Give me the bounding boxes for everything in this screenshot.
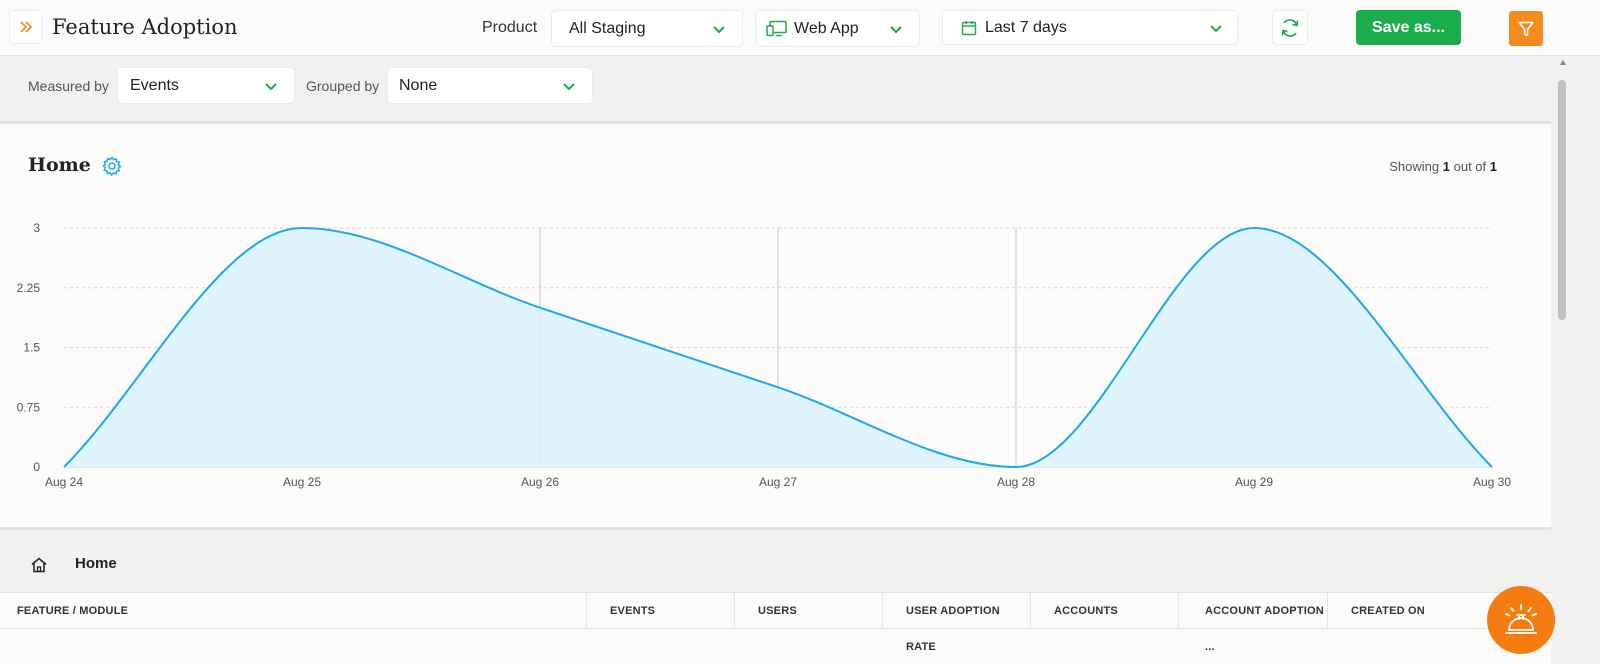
area-fill bbox=[64, 228, 1492, 467]
platform-dropdown[interactable]: Web App bbox=[756, 11, 919, 46]
measured-by-dropdown[interactable]: Events bbox=[118, 68, 294, 103]
settings-gear-icon[interactable] bbox=[101, 155, 123, 177]
y-tick-label: 0.75 bbox=[17, 400, 41, 414]
feature-table-panel: Home FEATURE / MODULE EVENTS USERS USER … bbox=[0, 537, 1551, 664]
date-range-dropdown[interactable]: Last 7 days bbox=[943, 11, 1237, 44]
column-header-user-adoption-rate[interactable]: USER ADOPTION RATE bbox=[906, 593, 1031, 653]
refresh-button[interactable] bbox=[1273, 11, 1307, 44]
y-tick-label: 3 bbox=[33, 221, 40, 235]
column-header-events[interactable]: EVENTS bbox=[610, 593, 735, 629]
date-range-value: Last 7 days bbox=[985, 18, 1067, 36]
chart-card: Home Showing 1 out of 1 0 0.75 1.5 2.25 3 Au… bbox=[0, 121, 1551, 530]
series-line bbox=[63, 226, 1493, 469]
filter-row: Measured by Events Grouped by None bbox=[0, 56, 1555, 116]
x-tick-label: Aug 26 bbox=[521, 475, 559, 489]
grouped-by-label: Grouped by bbox=[306, 78, 380, 94]
breadcrumb-home[interactable]: Home bbox=[75, 555, 117, 572]
chevron-down-icon bbox=[890, 25, 902, 33]
showing-prefix: Showing bbox=[1389, 159, 1440, 174]
grouped-by-value: None bbox=[399, 76, 438, 94]
x-tick-label: Aug 24 bbox=[45, 475, 83, 489]
column-header-account-adoption[interactable]: ACCOUNT ADOPTION ... bbox=[1205, 593, 1328, 653]
showing-count-text: Showing 1 out of 1 bbox=[1389, 159, 1497, 174]
showing-mid: out of bbox=[1453, 159, 1487, 174]
y-tick-label: 0 bbox=[33, 460, 40, 474]
measured-by-label: Measured by bbox=[28, 78, 109, 94]
expand-sidebar-button[interactable] bbox=[10, 11, 42, 43]
refresh-icon bbox=[1281, 18, 1299, 37]
chevron-down-icon bbox=[563, 82, 575, 90]
scroll-up-arrow-icon[interactable] bbox=[1560, 60, 1566, 65]
table-row[interactable] bbox=[0, 630, 1551, 664]
chevron-down-icon bbox=[265, 82, 277, 90]
x-tick-label: Aug 30 bbox=[1473, 475, 1511, 489]
top-bar: Feature Adoption Product All Staging Web… bbox=[0, 0, 1600, 56]
measured-by-value: Events bbox=[130, 76, 179, 94]
product-dropdown[interactable]: All Staging bbox=[552, 11, 742, 46]
product-label: Product bbox=[482, 19, 538, 36]
page-title: Feature Adoption bbox=[52, 15, 238, 39]
web-app-icon bbox=[766, 20, 787, 37]
y-tick-label: 2.25 bbox=[17, 281, 41, 295]
column-header-feature[interactable]: FEATURE / MODULE bbox=[17, 593, 587, 629]
x-tick-label: Aug 28 bbox=[997, 475, 1035, 489]
double-chevron-right-icon bbox=[20, 21, 33, 33]
product-dropdown-value: All Staging bbox=[569, 19, 646, 37]
filter-button[interactable] bbox=[1509, 11, 1543, 46]
table-header: FEATURE / MODULE EVENTS USERS USER ADOPT… bbox=[0, 593, 1551, 653]
y-tick-label: 1.5 bbox=[23, 341, 40, 355]
chevron-down-icon bbox=[713, 25, 725, 33]
breadcrumb: Home bbox=[0, 537, 1551, 593]
feature-adoption-area-chart: 0 0.75 1.5 2.25 3 Aug 24 Aug 25 Aug 26 Aug 27 Au… bbox=[17, 221, 1512, 489]
x-tick-label: Aug 27 bbox=[759, 475, 797, 489]
service-bell-icon bbox=[1505, 604, 1537, 634]
chevron-down-icon bbox=[1210, 24, 1222, 32]
column-header-users[interactable]: USERS bbox=[758, 593, 883, 629]
scrollbar-thumb[interactable] bbox=[1558, 80, 1566, 320]
home-icon[interactable] bbox=[29, 555, 49, 575]
grouped-by-dropdown[interactable]: None bbox=[388, 68, 592, 103]
showing-total: 1 bbox=[1489, 159, 1497, 174]
filter-funnel-icon bbox=[1518, 21, 1534, 36]
calendar-icon bbox=[961, 21, 977, 36]
chart-title: Home bbox=[28, 154, 91, 176]
save-as-button[interactable]: Save as... bbox=[1356, 10, 1461, 45]
x-tick-label: Aug 25 bbox=[283, 475, 321, 489]
column-header-accounts[interactable]: ACCOUNTS bbox=[1054, 593, 1179, 629]
column-header-created-on[interactable]: CREATED ON bbox=[1351, 605, 1425, 617]
platform-dropdown-value: Web App bbox=[794, 19, 859, 37]
showing-count: 1 bbox=[1442, 159, 1450, 174]
help-bell-button[interactable] bbox=[1487, 586, 1555, 654]
x-tick-label: Aug 29 bbox=[1235, 475, 1273, 489]
